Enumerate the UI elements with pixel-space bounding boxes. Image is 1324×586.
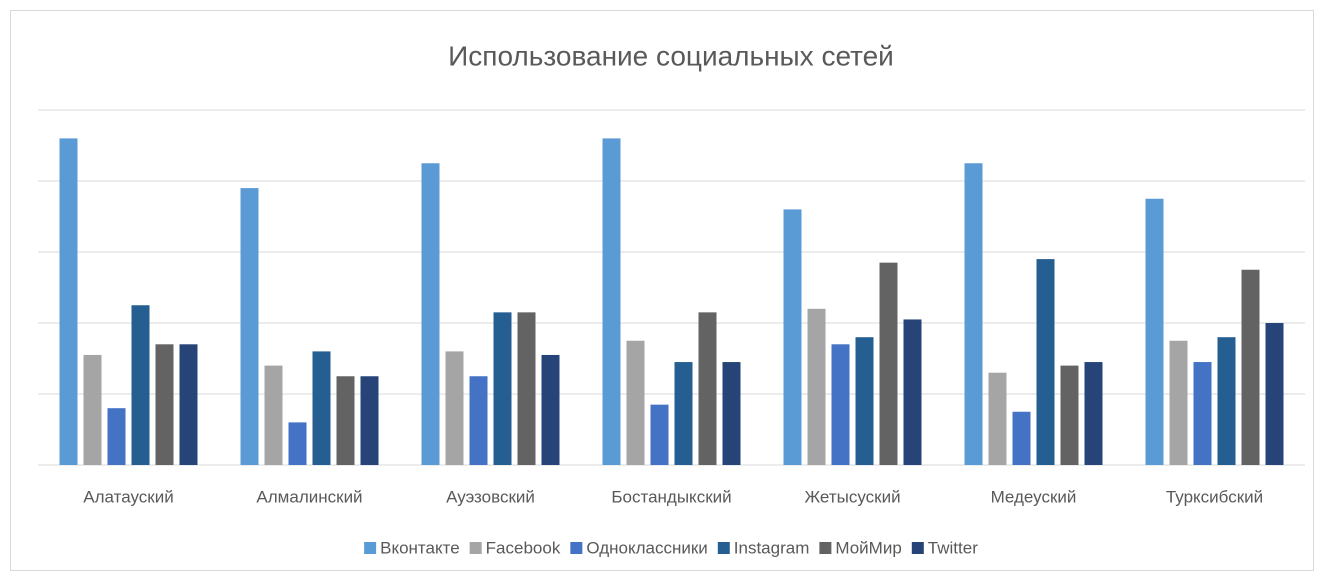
legend-label: Instagram — [734, 538, 810, 557]
bar — [445, 351, 464, 465]
legend-swatch — [364, 542, 377, 554]
legend-swatch — [819, 542, 832, 554]
bar — [1145, 198, 1164, 465]
bar — [240, 188, 259, 465]
chart-title: Использование социальных сетей — [448, 40, 894, 71]
x-tick-label: Ауэзовский — [446, 487, 535, 506]
bar — [421, 163, 440, 465]
bar — [59, 138, 78, 465]
legend-swatch — [911, 542, 924, 554]
bar — [626, 340, 645, 465]
bar — [1012, 411, 1031, 465]
bar — [179, 344, 198, 465]
bar — [131, 305, 150, 465]
legend-label: Facebook — [486, 538, 561, 557]
bar — [879, 262, 898, 465]
bar — [1217, 337, 1236, 465]
legend-swatch — [570, 542, 583, 554]
bar — [1060, 365, 1079, 465]
bar — [783, 209, 802, 465]
x-tick-label: Медеуский — [991, 487, 1077, 506]
x-tick-label: Жетысуский — [804, 487, 900, 506]
bar — [650, 404, 669, 465]
bar — [517, 312, 536, 465]
bar — [83, 354, 102, 465]
legend-label: Twitter — [928, 538, 978, 557]
bar — [469, 376, 488, 465]
legend-swatch — [469, 542, 482, 554]
bar — [360, 376, 379, 465]
bar — [831, 344, 850, 465]
bar — [541, 354, 560, 465]
x-tick-label: Алатауский — [83, 487, 173, 506]
bar — [264, 365, 283, 465]
bar — [1169, 340, 1188, 465]
legend-swatch — [717, 542, 730, 554]
bar — [107, 408, 126, 465]
legend-label: Одноклассники — [586, 538, 707, 557]
bar — [312, 351, 331, 465]
legend-label: Вконтакте — [380, 538, 460, 557]
legend-label: МойМир — [835, 538, 901, 557]
x-tick-label: Алмалинский — [256, 487, 362, 506]
bar — [602, 138, 621, 465]
bar — [1265, 323, 1284, 465]
chart-border — [10, 10, 1314, 571]
x-tick-label: Турксибский — [1166, 487, 1263, 506]
bar — [493, 312, 512, 465]
bar — [1084, 362, 1103, 465]
bar — [288, 422, 307, 465]
bar — [1241, 269, 1260, 465]
bar — [1036, 259, 1055, 465]
bar — [964, 163, 983, 465]
bar — [855, 337, 874, 465]
bar — [336, 376, 355, 465]
bar — [807, 308, 826, 465]
bar — [903, 319, 922, 465]
bar — [155, 344, 174, 465]
bar — [698, 312, 717, 465]
bar — [988, 372, 1007, 465]
bar — [722, 362, 741, 465]
x-tick-label: Бостандыкский — [611, 487, 731, 506]
bar — [674, 362, 693, 465]
bar — [1193, 362, 1212, 465]
